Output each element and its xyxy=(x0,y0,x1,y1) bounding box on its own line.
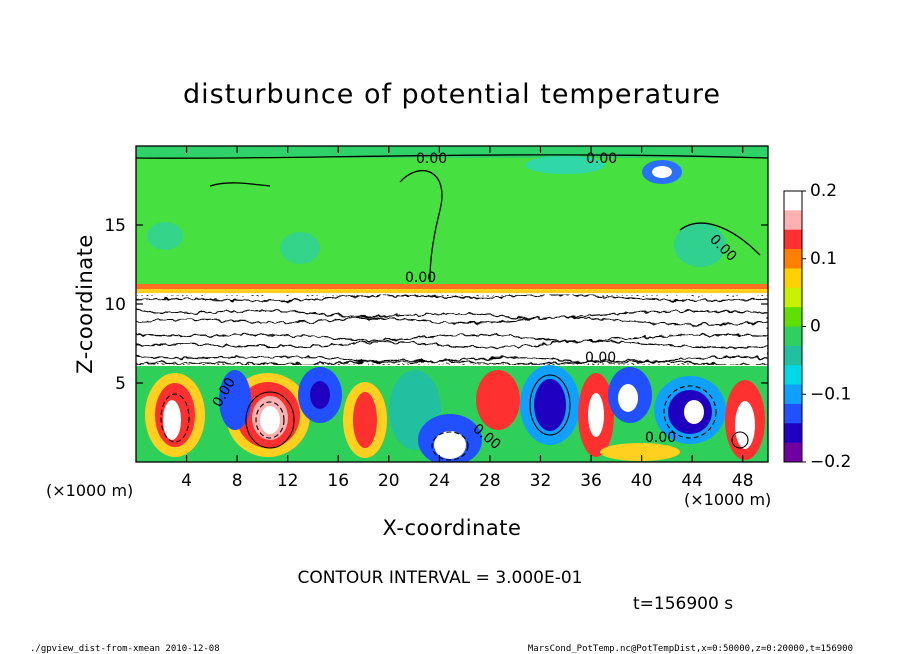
contour-label: 0.00 xyxy=(416,151,447,167)
y-tick-label: 10 xyxy=(104,295,126,315)
inversion-band-red xyxy=(136,284,768,289)
x-axis: 4 8 12 16 20 24 28 32 36 40 44 48 xyxy=(181,146,754,491)
footer-right: MarsCond_PotTemp.nc@PotTempDist,x=0:5000… xyxy=(528,644,853,654)
mixing-noise-band xyxy=(136,294,768,366)
x-tick-label: 48 xyxy=(732,471,754,491)
colorbar xyxy=(784,191,802,463)
colorbar-swatch xyxy=(784,403,802,424)
x-unit-right: (×1000 m) xyxy=(684,490,771,509)
x-tick-label: 8 xyxy=(232,471,243,491)
colorbar-labels: 0.2 0.1 0 −0.1 −0.2 xyxy=(802,181,851,472)
contour-interval-text: CONTOUR INTERVAL = 3.000E-01 xyxy=(298,568,583,588)
x-tick-label: 20 xyxy=(378,471,400,491)
colorbar-tick-label: −0.2 xyxy=(810,452,851,472)
y-axis: 5 10 15 xyxy=(104,216,768,394)
colorbar-swatch xyxy=(784,210,802,231)
mixing-layer xyxy=(136,293,768,368)
colorbar-tick-label: 0.2 xyxy=(810,181,837,201)
upper-blob xyxy=(674,223,726,267)
mixing-layer-contours xyxy=(136,293,768,366)
contour-label: 0.00 xyxy=(585,350,616,366)
upper-blob xyxy=(280,232,320,264)
x-tick-label: 12 xyxy=(277,471,299,491)
y-tick-label: 15 xyxy=(104,216,126,236)
colorbar-swatch xyxy=(784,423,802,444)
x-tick-label: 40 xyxy=(631,471,653,491)
x-tick-label: 16 xyxy=(327,471,349,491)
upper-blob xyxy=(147,222,183,250)
upper-blob xyxy=(525,156,605,174)
colorbar-swatch xyxy=(784,191,802,211)
colorbar-swatch xyxy=(784,307,802,327)
colorbar-swatch xyxy=(784,229,802,250)
colorbar-swatch xyxy=(784,384,802,405)
colorbar-swatch xyxy=(784,365,802,386)
contour-label: 0.00 xyxy=(645,430,676,446)
upper-contours xyxy=(136,154,768,283)
upper-blob xyxy=(652,166,672,178)
x-tick-label: 24 xyxy=(429,471,451,491)
x-tick-label: 36 xyxy=(580,471,602,491)
x-unit-left: (×1000 m) xyxy=(46,481,133,500)
contour-label: 0.00 xyxy=(405,270,436,286)
x-tick-label: 28 xyxy=(479,471,501,491)
x-tick-label: 32 xyxy=(530,471,552,491)
footer-left: ./gpview_dist-from-xmean 2010-12-08 xyxy=(30,644,220,654)
x-tick-label: 4 xyxy=(181,471,192,491)
colorbar-tick-label: 0 xyxy=(810,317,821,337)
colorbar-tick-label: −0.1 xyxy=(810,384,851,404)
x-axis-title: X-coordinate xyxy=(383,516,522,540)
x-tick-label: 44 xyxy=(681,471,703,491)
colorbar-swatch xyxy=(784,442,802,463)
y-tick-label: 5 xyxy=(115,374,126,394)
y-axis-title: Z-coordinate xyxy=(73,234,97,374)
inversion-band-orange xyxy=(136,289,768,293)
plot-area xyxy=(136,146,768,462)
convective-cells xyxy=(145,365,765,462)
chart-title: disturbunce of potential temperature xyxy=(183,79,721,110)
colorbar-swatch xyxy=(784,287,802,308)
colorbar-swatch xyxy=(784,268,802,289)
colorbar-tick-label: 0.1 xyxy=(810,249,837,269)
lower-contours xyxy=(160,374,749,461)
colorbar-swatch xyxy=(784,345,802,366)
colorbar-swatch xyxy=(784,249,802,269)
contour-label: 0.00 xyxy=(586,151,617,167)
colorbar-swatch xyxy=(784,326,802,347)
time-label: t=156900 s xyxy=(633,594,733,614)
